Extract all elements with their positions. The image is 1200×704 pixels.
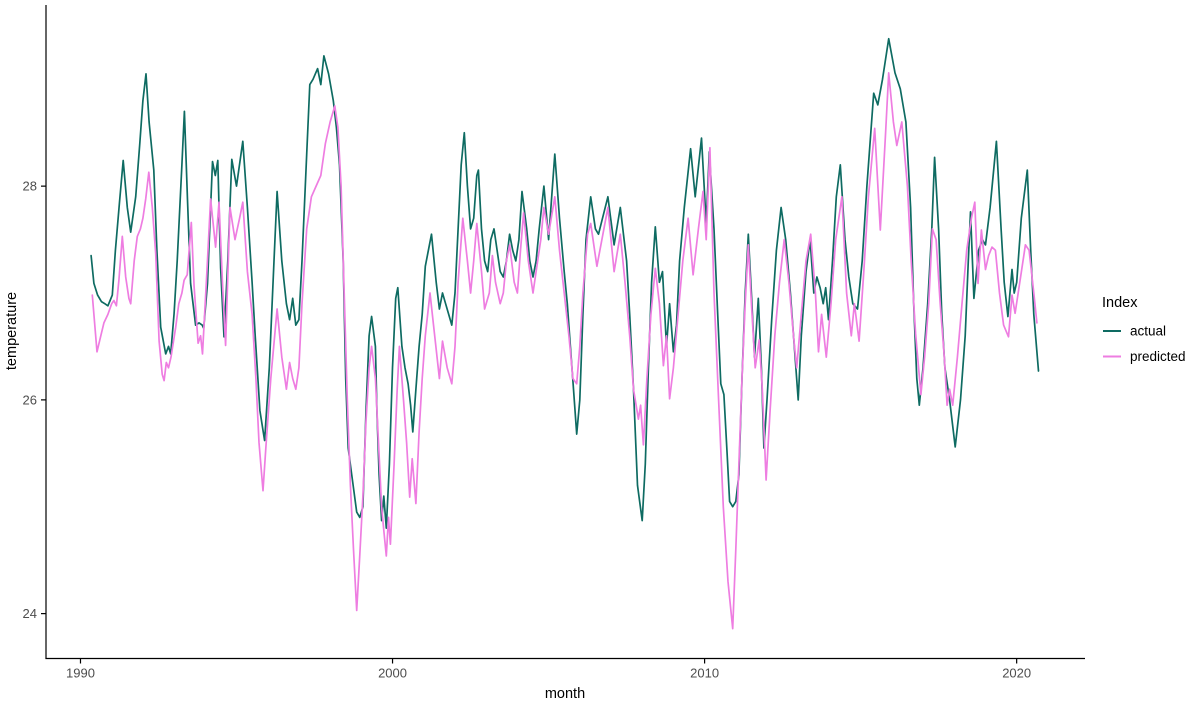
legend-entry-predicted: predicted <box>1103 349 1186 364</box>
x-tick-label: 2000 <box>378 666 407 681</box>
x-tick-label: 1990 <box>66 666 95 681</box>
x-axis-title: month <box>545 686 585 702</box>
legend-entry-actual: actual <box>1103 324 1166 339</box>
x-tick-label: 2010 <box>690 666 719 681</box>
series-layer <box>90 37 1040 630</box>
axes-layer: 24 26 28 1990 2000 2010 2020 <box>23 5 1085 681</box>
x-tick-label: 2020 <box>1002 666 1031 681</box>
legend-label-actual: actual <box>1130 324 1166 339</box>
legend-title: Index <box>1102 295 1138 311</box>
y-tick-label: 28 <box>23 179 37 194</box>
series-line-actual <box>90 37 1040 529</box>
legend-layer: actual predicted <box>1103 324 1186 364</box>
series-line-predicted <box>91 72 1038 630</box>
y-tick-label: 24 <box>23 606 37 621</box>
y-tick-label: 26 <box>23 392 37 407</box>
y-axis-title: temperature <box>4 292 20 370</box>
legend-label-predicted: predicted <box>1130 349 1186 364</box>
